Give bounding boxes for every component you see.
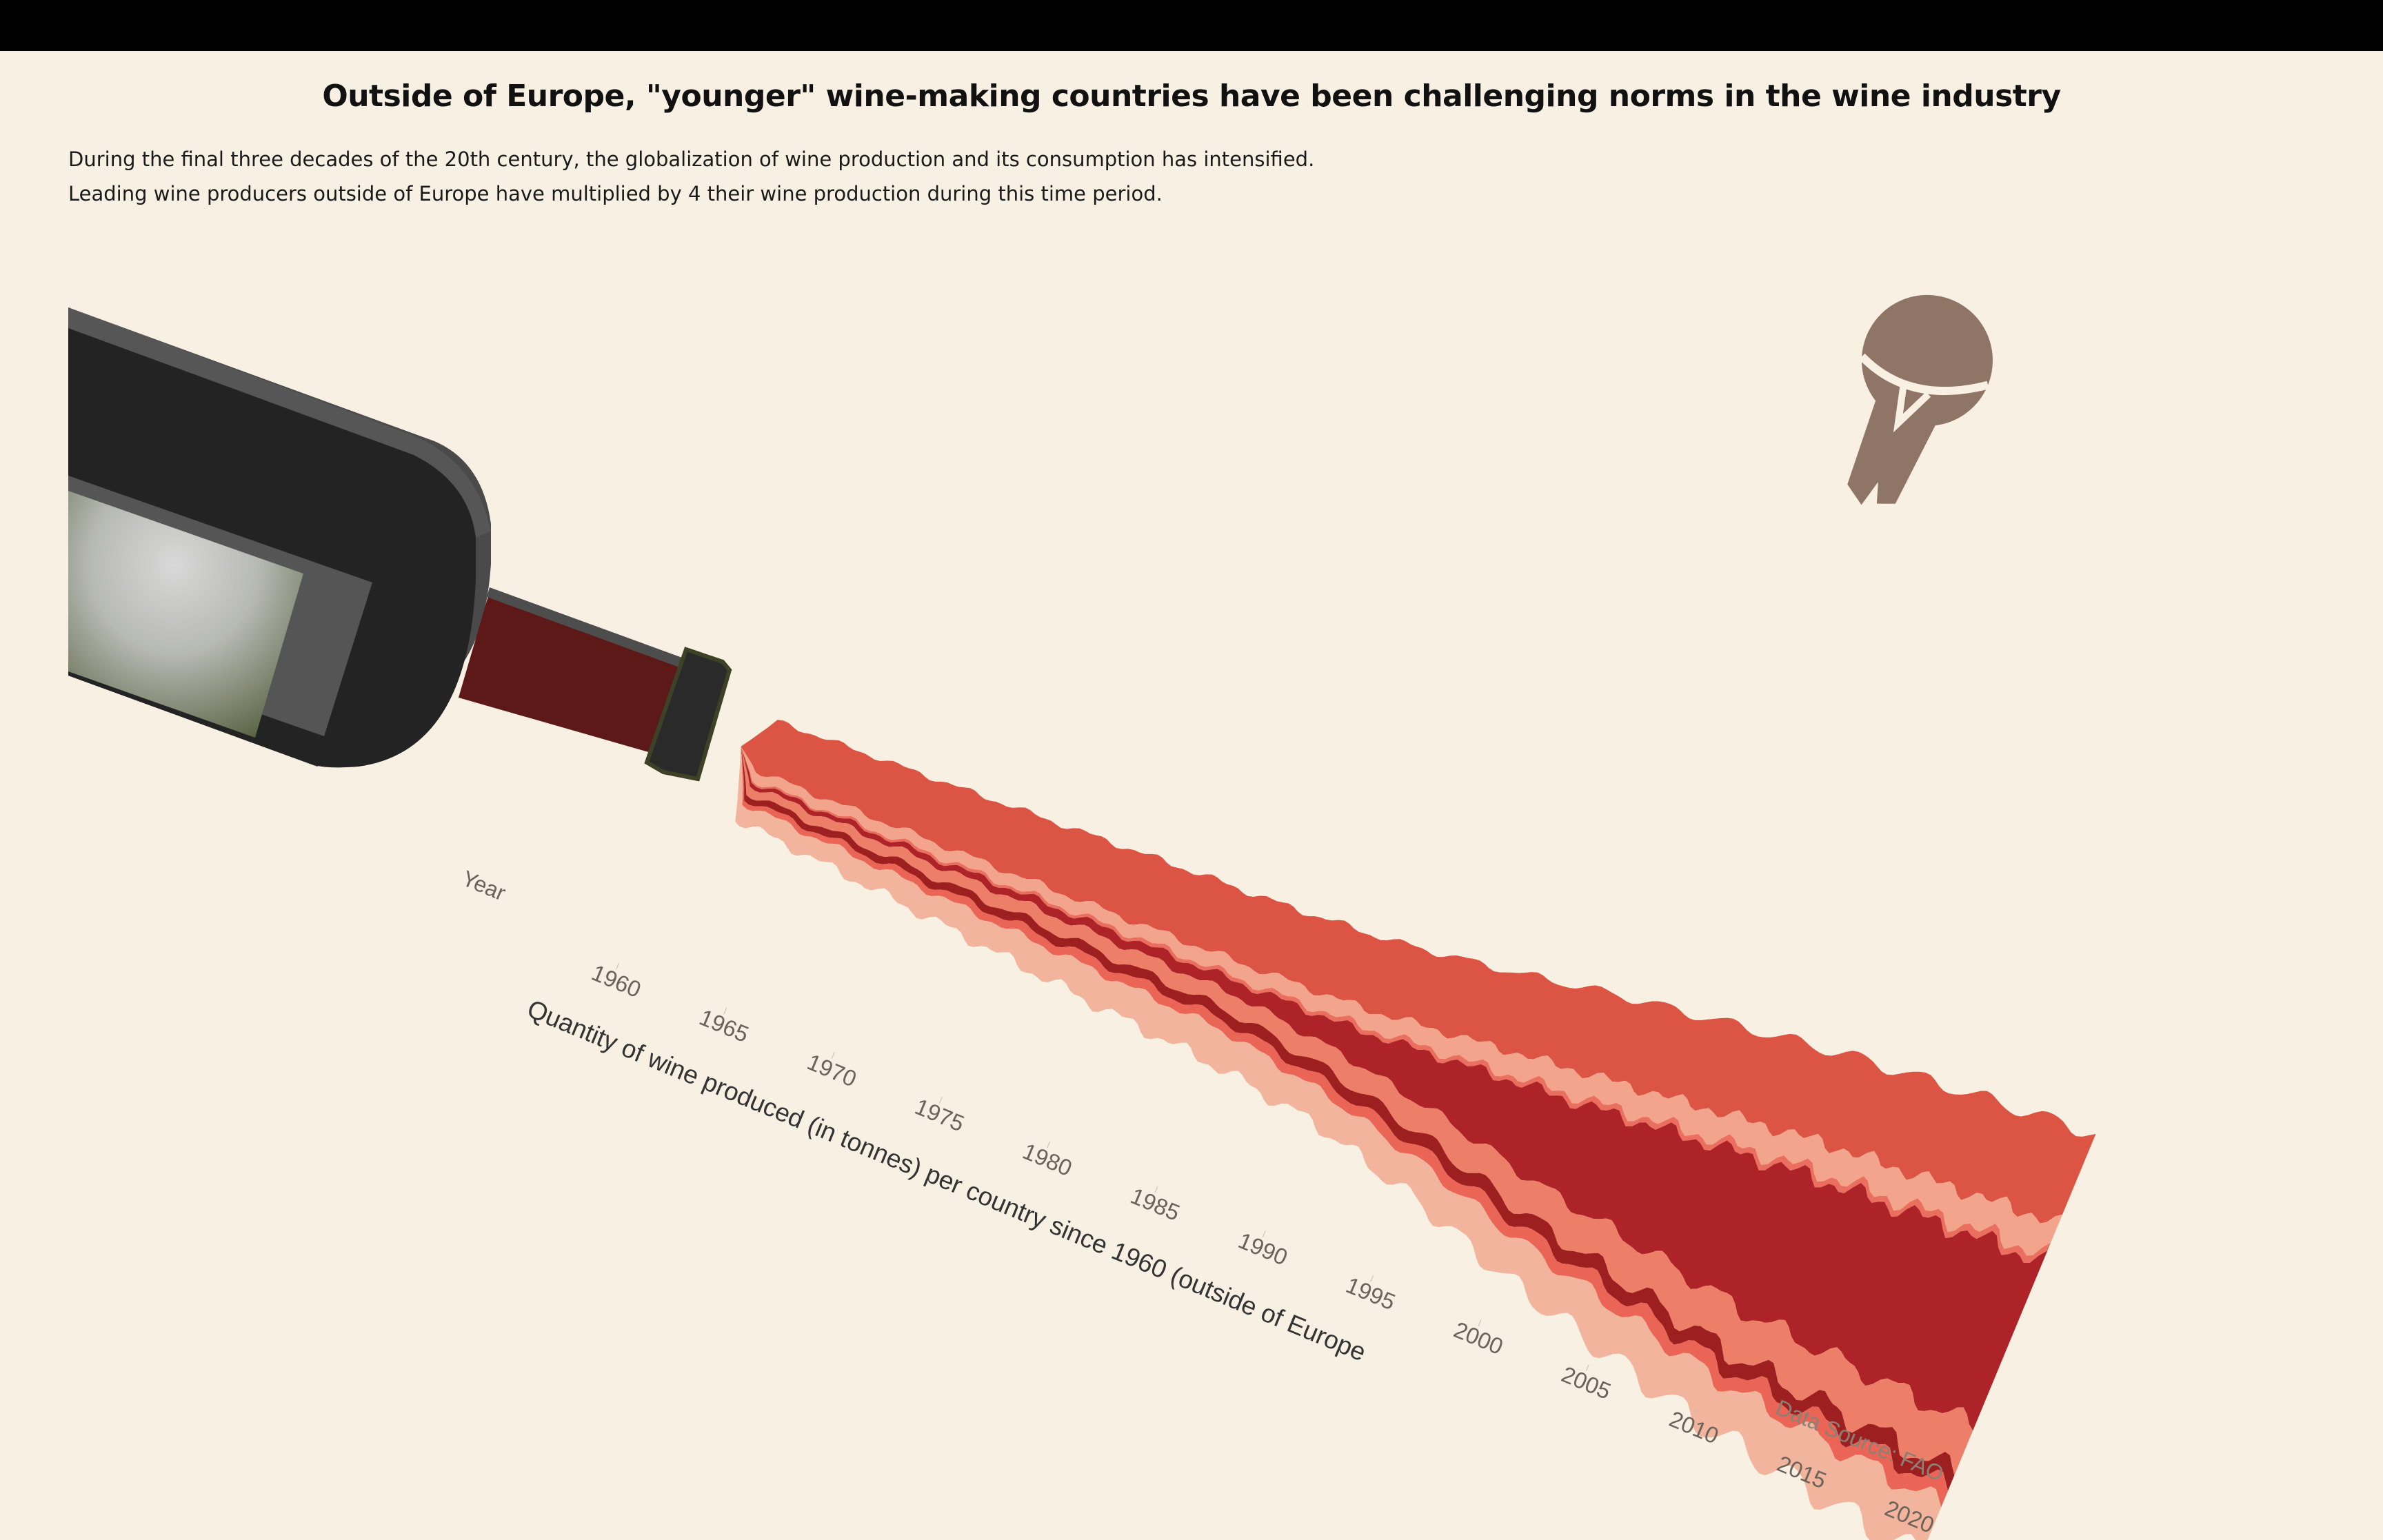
stream-layer-1 xyxy=(741,747,1949,1508)
x-tick-mark xyxy=(939,1096,943,1104)
subtitle-line-1: During the final three decades of the 20… xyxy=(68,148,1315,171)
x-tick-mark xyxy=(1909,1498,1913,1506)
x-tick-mark xyxy=(1585,1364,1589,1372)
x-tick-mark xyxy=(1478,1319,1482,1327)
x-tick-mark xyxy=(1370,1275,1374,1282)
page-title: Outside of Europe, "younger" wine-making… xyxy=(322,79,2061,114)
stream-layer-0 xyxy=(735,747,1942,1540)
stream-layers xyxy=(735,720,2096,1540)
x-tick-label: 1985 xyxy=(1127,1183,1183,1226)
x-axis-title: Year xyxy=(459,866,510,906)
cork-icon xyxy=(1847,294,1993,505)
bottle-label-glass xyxy=(68,491,303,738)
wine-bottle-icon xyxy=(68,307,732,782)
stream-layer-6 xyxy=(741,747,2063,1256)
x-tick-label: 2005 xyxy=(1558,1361,1615,1404)
x-tick-label: 1960 xyxy=(588,960,645,1002)
stream-layer-3 xyxy=(741,747,1973,1476)
x-tick-mark xyxy=(1154,1186,1158,1193)
bottle-neck xyxy=(459,591,686,757)
x-tick-mark xyxy=(1801,1453,1805,1461)
x-tick-mark xyxy=(1047,1141,1051,1148)
x-tick-mark xyxy=(723,1007,727,1015)
x-tick-mark xyxy=(616,962,619,970)
bottle-shoulder-highlight xyxy=(68,307,491,538)
bottle-cap xyxy=(644,647,732,782)
x-tick-label: 2000 xyxy=(1450,1317,1507,1359)
top-bar xyxy=(0,0,2383,51)
x-tick-label: 1990 xyxy=(1235,1227,1291,1270)
x-tick-label: 1975 xyxy=(912,1093,968,1136)
x-tick-label: 1970 xyxy=(804,1048,861,1091)
x-tick-label: 1965 xyxy=(696,1004,752,1047)
x-tick-mark xyxy=(1262,1230,1266,1237)
subtitle-line-2: Leading wine producers outside of Europe… xyxy=(68,182,1163,205)
x-tick-mark xyxy=(1693,1409,1697,1416)
stream-layer-2 xyxy=(741,747,1955,1491)
x-tick-label: 1980 xyxy=(1019,1138,1076,1181)
stream-layer-4 xyxy=(741,747,2048,1431)
stream-layer-7 xyxy=(741,720,2096,1224)
x-tick-label: 1995 xyxy=(1343,1272,1399,1315)
bottle-neck-top xyxy=(487,587,690,670)
x-tick-mark xyxy=(831,1052,835,1059)
